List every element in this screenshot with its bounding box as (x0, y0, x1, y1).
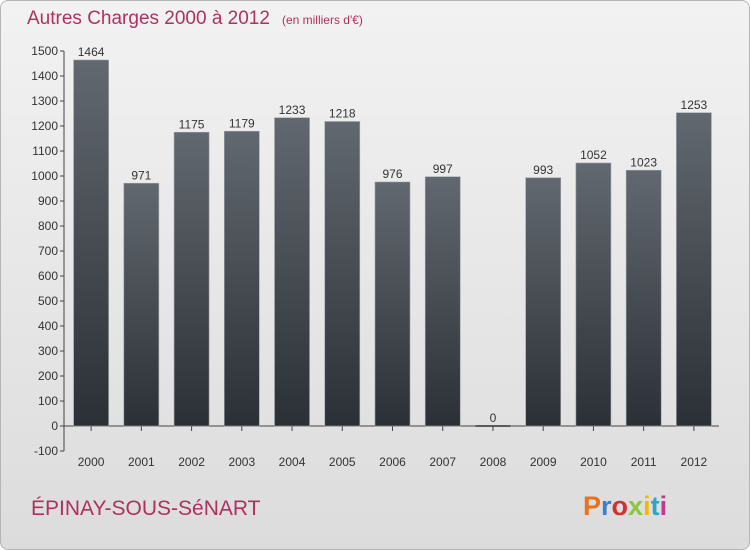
bar (73, 59, 109, 427)
bar (424, 176, 461, 427)
logo-letter: i (659, 491, 668, 521)
bars: 1464 971 1175 1179 1233 1218 976 997 0 993 1052 102… (73, 45, 712, 427)
x-tick-label: 2001 (128, 455, 155, 469)
x-tick-label: 2007 (429, 455, 456, 469)
x-tick-label: 2008 (480, 455, 507, 469)
x-tick-label: 2006 (379, 455, 406, 469)
bar (324, 121, 361, 427)
logo-letter: o (611, 491, 629, 521)
data-label: 1233 (279, 103, 306, 117)
y-tick-label: 800 (38, 219, 58, 233)
y-tick-label: 1100 (32, 144, 58, 158)
data-label: 1253 (681, 98, 708, 112)
y-tick-label: 900 (38, 194, 58, 208)
logo-letter: x (628, 491, 644, 521)
x-tick-label: 2000 (78, 455, 105, 469)
bar (123, 182, 160, 427)
data-label: 1023 (630, 155, 657, 169)
y-tick-label: 400 (38, 319, 58, 333)
y-tick-label: 200 (38, 369, 58, 383)
y-tick-label: 500 (38, 294, 58, 308)
y-tick-label: 1000 (31, 169, 58, 183)
data-label: 997 (433, 162, 453, 176)
y-tick-label: 1200 (31, 119, 58, 133)
y-tick-label: 600 (38, 269, 58, 283)
y-tick-label: 1300 (31, 94, 58, 108)
y-tick-label: 300 (38, 344, 58, 358)
chart-subtitle: (en milliers d'€) (281, 13, 363, 27)
data-label: 971 (131, 168, 151, 182)
x-tick-label: 2009 (530, 455, 557, 469)
data-label: 1175 (179, 117, 205, 131)
y-axis: -100 0 100 200 300 400 500 600 700 800 900 1000 1100… (31, 44, 65, 458)
bar (525, 177, 561, 427)
logo-letter: r (601, 491, 612, 521)
x-tick-label: 2010 (580, 455, 607, 469)
city-name: ÉPINAY-SOUS-SéNART (31, 497, 261, 520)
x-tick-label: 2005 (329, 455, 356, 469)
chart-title: Autres Charges 2000 à 2012 (en milliers d… (27, 8, 363, 30)
bar (374, 181, 411, 427)
data-label: 1179 (229, 116, 255, 130)
bar (173, 131, 210, 427)
bar (274, 117, 310, 427)
x-tick-label: 2002 (178, 455, 205, 469)
y-tick-label: 0 (51, 419, 58, 433)
y-tick-label: -100 (34, 444, 58, 458)
x-tick-label: 2012 (681, 455, 708, 469)
bar (625, 169, 662, 427)
x-tick-label: 2004 (279, 455, 306, 469)
x-axis: 2000 2001 2002 2003 2004 2005 2006 2007 2008 2009… (64, 425, 719, 469)
y-tick-label: 100 (38, 394, 58, 408)
chart-title-text: Autres Charges 2000 à 2012 (27, 8, 270, 29)
x-tick-label: 2003 (228, 455, 255, 469)
data-label: 976 (382, 167, 402, 181)
data-label: 0 (490, 411, 497, 425)
bar (575, 162, 612, 427)
data-label: 1218 (329, 107, 356, 121)
data-label: 993 (533, 163, 553, 177)
logo-letter: t (650, 491, 660, 521)
data-label: 1464 (78, 45, 105, 59)
data-label: 1052 (580, 148, 607, 162)
logo-letter: i (643, 491, 651, 521)
bar (224, 130, 260, 427)
bar (676, 112, 712, 427)
x-tick-label: 2011 (631, 455, 657, 469)
proxiti-logo: Proxiti (583, 491, 667, 522)
logo-letter: P (583, 491, 602, 521)
y-tick-label: 700 (38, 244, 58, 258)
y-tick-label: 1400 (31, 69, 58, 83)
y-tick-label: 1500 (31, 44, 58, 58)
